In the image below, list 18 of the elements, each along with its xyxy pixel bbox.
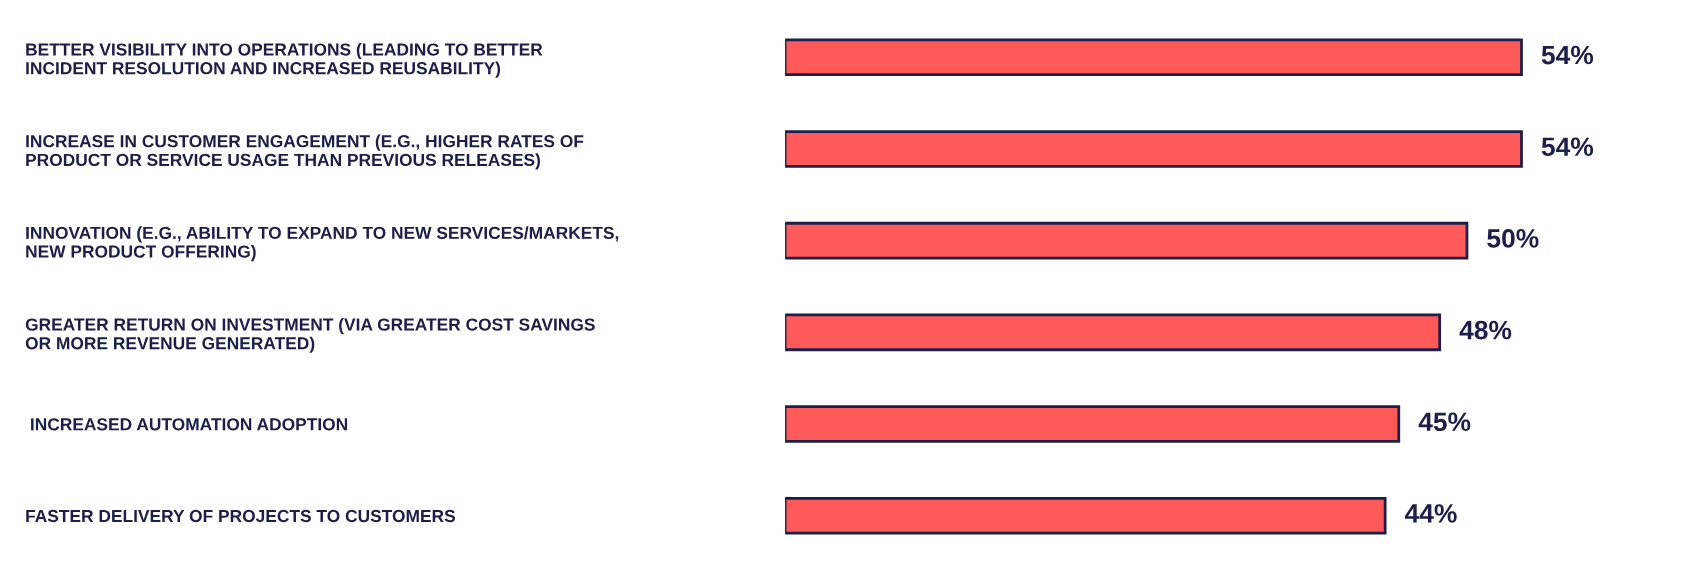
bar [785, 130, 1523, 168]
bar [785, 405, 1401, 443]
y-tick-label: BETTER VISIBILITY INTO OPERATIONS (LEADING TO BETTER INCIDENT RESOLUTION AND INCREASED REUSABILITY) [26, 42, 543, 78]
bar [785, 313, 1442, 352]
y-tick-label: FASTER DELIVERY OF PROJECTS TO CUSTOMERS [26, 509, 455, 523]
data-label: 44% [1404, 504, 1457, 523]
data-label: 48% [1459, 320, 1512, 340]
y-tick-label: INNOVATION (E.G., ABILITY TO EXPAND TO NEW SERVICES/MARKETS, NEW PRODUCT OFFERING) [26, 226, 619, 262]
bar [785, 38, 1523, 77]
y-tick-label: INCREASED AUTOMATION ADOPTION [31, 418, 348, 431]
data-label: 45% [1418, 412, 1471, 432]
data-label: 54% [1541, 45, 1594, 65]
data-label: 50% [1487, 229, 1539, 248]
bar [785, 221, 1469, 260]
data-label: 54% [1541, 137, 1594, 157]
y-tick-label: GREATER RETURN ON INVESTMENT (VIA GREATER COST SAVINGS OR MORE REVENUE GENERATED) [25, 317, 595, 353]
y-tick-label: INCREASE IN CUSTOMER ENGAGEMENT (E.G., HIGHER RATES OF PRODUCT OR SERVICE USAGE THAN PREVIOUS RELEASES) [26, 134, 584, 170]
bar [785, 496, 1387, 535]
